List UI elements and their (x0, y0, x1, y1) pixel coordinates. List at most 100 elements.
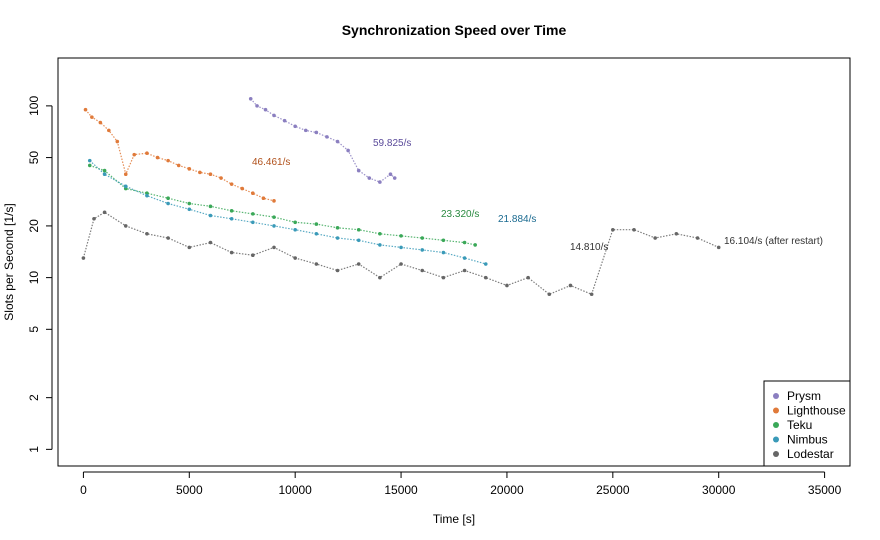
y-axis-label: Slots per Second [1/s] (2, 203, 16, 320)
series-lodestar-point (399, 262, 403, 266)
series-prysm-point (378, 180, 382, 184)
series-prysm-point (263, 107, 268, 112)
y-tick-label: 2 (27, 394, 41, 401)
legend-marker-nimbus (773, 436, 779, 443)
y-tick-label: 100 (27, 96, 41, 116)
series-lighthouse-point (176, 163, 181, 168)
series-lighthouse-point (98, 120, 103, 125)
legend-marker-prysm (773, 393, 779, 399)
x-tick-label: 5000 (176, 483, 203, 497)
series-prysm-point (303, 128, 308, 133)
series-lighthouse-point (123, 172, 128, 177)
series-lodestar-point (505, 283, 509, 288)
x-axis: 0 5000 10000 15000 20000 25000 30000 35000 (80, 471, 842, 497)
series-lodestar-point (547, 292, 552, 297)
series-lodestar-point (145, 231, 149, 236)
series-prysm (248, 96, 397, 184)
series-lodestar-point (123, 224, 128, 228)
series-prysm-point (392, 176, 397, 180)
series-nimbus-point (399, 245, 403, 250)
series-lighthouse-point (240, 186, 245, 191)
series-lodestar-point (526, 275, 530, 280)
y-tick-label: 10 (27, 271, 41, 285)
series-nimbus-point (335, 236, 340, 240)
series-lighthouse (83, 107, 276, 203)
chart-title: Synchronization Speed over Time (342, 22, 567, 38)
series-lodestar (81, 210, 721, 297)
series-prysm-point (356, 168, 361, 173)
x-axis-label: Time [s] (433, 512, 475, 526)
series-nimbus-point (102, 172, 107, 177)
series-teku-point (272, 215, 276, 219)
series-nimbus-point (441, 250, 446, 255)
annotation-prysm: 59.825/s (373, 138, 411, 149)
series-lighthouse-point (166, 158, 170, 163)
legend-label-lodestar: Lodestar (787, 447, 834, 461)
series-teku-point (441, 238, 446, 243)
series-nimbus-point (208, 213, 213, 218)
legend-label-prysm: Prysm (787, 389, 821, 403)
x-tick-label: 35000 (808, 483, 842, 497)
series-lodestar-point (378, 275, 382, 280)
series-lighthouse-point (208, 172, 213, 177)
annotation-layer: 59.825/s 46.461/s 23.320/s 21.884/s 14.810/s… (252, 138, 823, 253)
series-nimbus-point (229, 217, 234, 221)
series-teku-point (378, 231, 382, 236)
y-tick-label: 50 (27, 151, 41, 165)
series-prysm-point (367, 176, 372, 180)
series-prysm-point (293, 124, 297, 129)
series-teku-point (102, 168, 107, 173)
series-lodestar-point (272, 245, 276, 250)
series-lodestar-point (81, 256, 86, 260)
x-tick-label: 25000 (596, 483, 630, 497)
y-axis: 1 2 5 10 20 50 100 (27, 96, 53, 453)
series-teku-point (335, 226, 340, 230)
series-lighthouse-point (272, 199, 276, 203)
series-prysm-line (250, 98, 396, 183)
legend-label-nimbus: Nimbus (787, 433, 828, 447)
series-teku-point (462, 240, 467, 245)
series-nimbus-point (462, 256, 467, 260)
series-lodestar-point (611, 227, 615, 232)
annotation-nimbus: 21.884/s (498, 214, 536, 225)
series-prysm-point (346, 148, 350, 153)
annotation-teku: 23.320/s (441, 209, 479, 220)
series-teku-point (399, 234, 403, 238)
series-lighthouse-point (115, 139, 120, 144)
series-lodestar-point (441, 275, 446, 280)
series-lighthouse-point (261, 196, 266, 201)
annotation-lighthouse: 46.461/s (252, 157, 290, 168)
series-nimbus-point (123, 184, 128, 189)
series-lighthouse-point (90, 115, 94, 119)
series-nimbus-point (420, 248, 425, 252)
series-lighthouse-point (198, 170, 202, 175)
series-teku-point (87, 163, 92, 168)
series-lodestar-point (568, 283, 573, 288)
series-lighthouse-point (187, 167, 192, 171)
series-prysm-point (325, 135, 329, 139)
series-prysm-point (314, 130, 319, 135)
series-lodestar-point (356, 262, 361, 266)
series-teku-point (251, 212, 255, 216)
series-nimbus (87, 158, 488, 266)
series-lodestar-point (695, 236, 700, 240)
series-nimbus-point (314, 231, 319, 236)
series-teku-point (208, 204, 213, 209)
x-tick-label: 15000 (384, 483, 418, 497)
y-tick-label: 5 (27, 326, 41, 333)
legend-marker-lodestar (773, 451, 779, 457)
series-lodestar-line (82, 211, 719, 296)
series-lodestar-point (92, 217, 96, 221)
series-lighthouse-point (145, 151, 149, 156)
y-tick-label: 20 (27, 219, 41, 233)
series-nimbus-point (251, 220, 255, 225)
series-teku-point (420, 236, 425, 240)
series-nimbus-point (356, 238, 361, 243)
series-lodestar-point (632, 227, 636, 232)
series-prysm-point (248, 96, 253, 101)
series-lighthouse-point (83, 107, 88, 112)
series-lodestar-point (483, 275, 488, 280)
series-lodestar-point (187, 245, 192, 250)
